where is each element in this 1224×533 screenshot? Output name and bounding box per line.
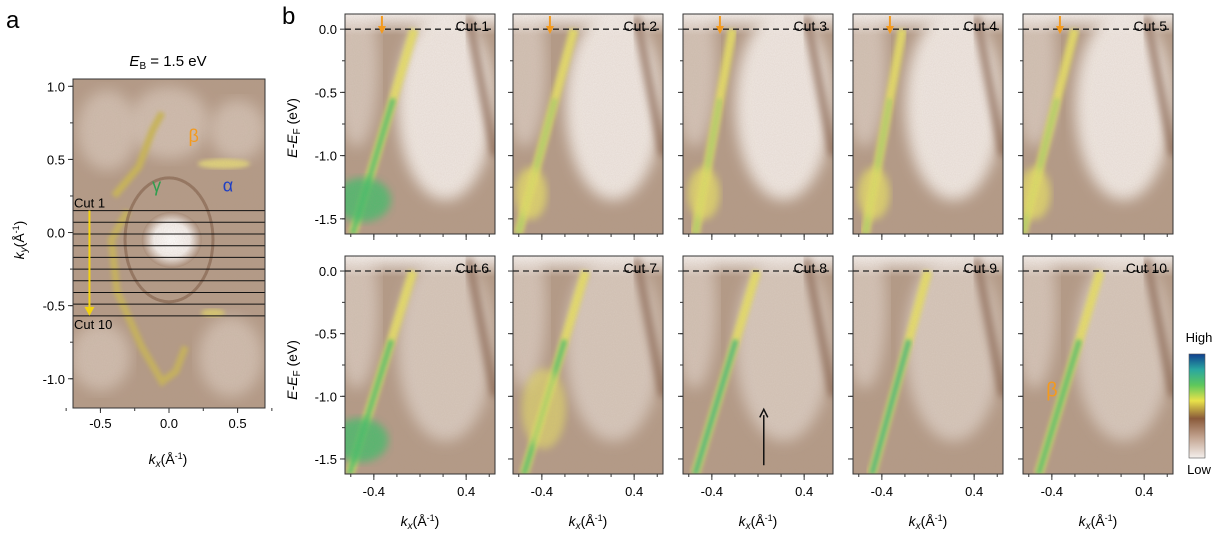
cut-texture [1023, 14, 1173, 234]
cut-2-image [503, 0, 663, 234]
cut-panel-2: Cut 2 [503, 0, 663, 240]
cut-ytick-label: -1.0 [315, 389, 337, 404]
cut-1-image [335, 0, 495, 234]
cut-ytick-label: 0.0 [319, 22, 337, 37]
panel-a-letter: a [6, 7, 20, 34]
cut-panel-8: Cut 8 -0.4 0.4 kx(Å-1) [673, 229, 833, 532]
cut-texture [1023, 256, 1173, 474]
band-label-0: β [189, 126, 199, 146]
cut-ytick-label: -0.5 [315, 327, 337, 342]
band-label-2: α [223, 176, 233, 196]
cut-panel-7: Cut 7 -0.4 0.4 kx(Å-1) [503, 229, 663, 532]
colorbar: High Low [1186, 330, 1213, 477]
panel-a-ylabel: ky(Å-1) [11, 221, 30, 260]
cut-panel-5: Cut 5 [1013, 0, 1173, 240]
map-a-ytick-label: -0.5 [43, 299, 65, 314]
cut-ytick-label: -1.0 [315, 149, 337, 164]
cut-label: Cut 7 [624, 260, 658, 276]
cut-label: Cut 6 [456, 260, 490, 276]
panel-b-ylabel-top: E-EF (eV) [284, 98, 303, 158]
cut-label: Cut 10 [1126, 260, 1167, 276]
cut-xlabel: kx(Å-1) [569, 513, 608, 532]
cut-xtick-label: -0.4 [701, 484, 723, 499]
cut-5-image [1013, 0, 1173, 234]
cut-xtick-label: 0.4 [457, 484, 475, 499]
cut-texture [853, 256, 1003, 474]
panel-a-xlabel: kx(Å-1) [149, 451, 188, 470]
cut-xtick-label: -0.4 [363, 484, 385, 499]
cut-label: Cut 4 [964, 18, 998, 34]
cut-label: Cut 3 [794, 18, 828, 34]
panel-b-ylabel-bottom: E-EF (eV) [284, 340, 303, 400]
cut-panel-1: Cut 1 0.0 -0.5 -1.0 -1.5 [315, 0, 495, 240]
map-a-ytick-label: -1.0 [43, 372, 65, 387]
cut-label: Cut 1 [456, 18, 490, 34]
map-a-ytick-label: 1.0 [47, 79, 65, 94]
cut-4-image [843, 0, 1003, 234]
cut-texture [513, 14, 663, 234]
panel-a-title: EB = 1.5 eV [129, 53, 206, 72]
cut-xtick-label: 0.4 [965, 484, 983, 499]
cut-xlabel: kx(Å-1) [1079, 513, 1118, 532]
cut-texture [345, 14, 495, 234]
cut-ytick-label: -1.5 [315, 452, 337, 467]
cut-ytick-label: 0.0 [319, 264, 337, 279]
cut-label: Cut 5 [1134, 18, 1168, 34]
cut-texture [683, 256, 833, 474]
cut-panel-9: Cut 9 -0.4 0.4 kx(Å-1) [843, 229, 1003, 532]
cut-beta-label: β [1046, 379, 1058, 401]
map-a-ytick-label: 0.0 [47, 226, 65, 241]
panel-a-fermi-map: EB = 1.5 eV Cut 1 Cut 10 β γ α -0.5 0.0 0.5 1.0… [11, 53, 272, 470]
cut-xtick-label: 0.4 [625, 484, 643, 499]
cut-texture [853, 14, 1003, 234]
map-a-texture [73, 79, 265, 408]
cut-xlabel: kx(Å-1) [909, 513, 948, 532]
cut-10-label: Cut 10 [74, 317, 112, 332]
map-a-xtick-label: -0.5 [89, 416, 111, 431]
cut-xtick-label: 0.4 [795, 484, 813, 499]
cut-texture [345, 256, 495, 474]
cut-label: Cut 8 [794, 260, 828, 276]
cut-label: Cut 9 [964, 260, 998, 276]
colorbar-gradient [1189, 354, 1205, 458]
cut-xtick-label: -0.4 [1041, 484, 1063, 499]
band-label-1: γ [152, 176, 161, 196]
cut-ytick-label: -0.5 [315, 85, 337, 100]
map-a-image [70, 79, 265, 408]
cut-label: Cut 2 [624, 18, 658, 34]
map-a-xtick-label: 0.0 [160, 416, 178, 431]
cut-texture [683, 14, 833, 234]
cut-panel-3: Cut 3 [673, 0, 833, 240]
cut-xlabel: kx(Å-1) [401, 513, 440, 532]
cut-panel-10: Cut 10 β -0.4 0.4 kx(Å-1) [1013, 229, 1173, 532]
cut-1-label: Cut 1 [74, 196, 105, 211]
cut-xtick-label: -0.4 [871, 484, 893, 499]
cut-ytick-label: -1.5 [315, 212, 337, 227]
colorbar-high-label: High [1186, 330, 1213, 345]
cut-xtick-label: 0.4 [1135, 484, 1153, 499]
cut-xtick-label: -0.4 [531, 484, 553, 499]
colorbar-low-label: Low [1187, 462, 1211, 477]
map-a-xtick-label: 0.5 [229, 416, 247, 431]
cut-texture [513, 256, 663, 474]
cut-panel-6: Cut 6 0.0 -0.5 -1.0 -1.5 -0.4 0.4 kx(Å-1) [315, 229, 495, 532]
cut-panel-4: Cut 4 [843, 0, 1003, 240]
panel-b-cuts: Cut 1 0.0 -0.5 -1.0 -1.5 Cut 2 Cut 3 Cut 4 Cut 5… [315, 0, 1173, 532]
cut-xlabel: kx(Å-1) [739, 513, 778, 532]
map-a-ytick-label: 0.5 [47, 152, 65, 167]
cut-3-image [673, 0, 833, 234]
panel-b-letter: b [282, 3, 295, 30]
